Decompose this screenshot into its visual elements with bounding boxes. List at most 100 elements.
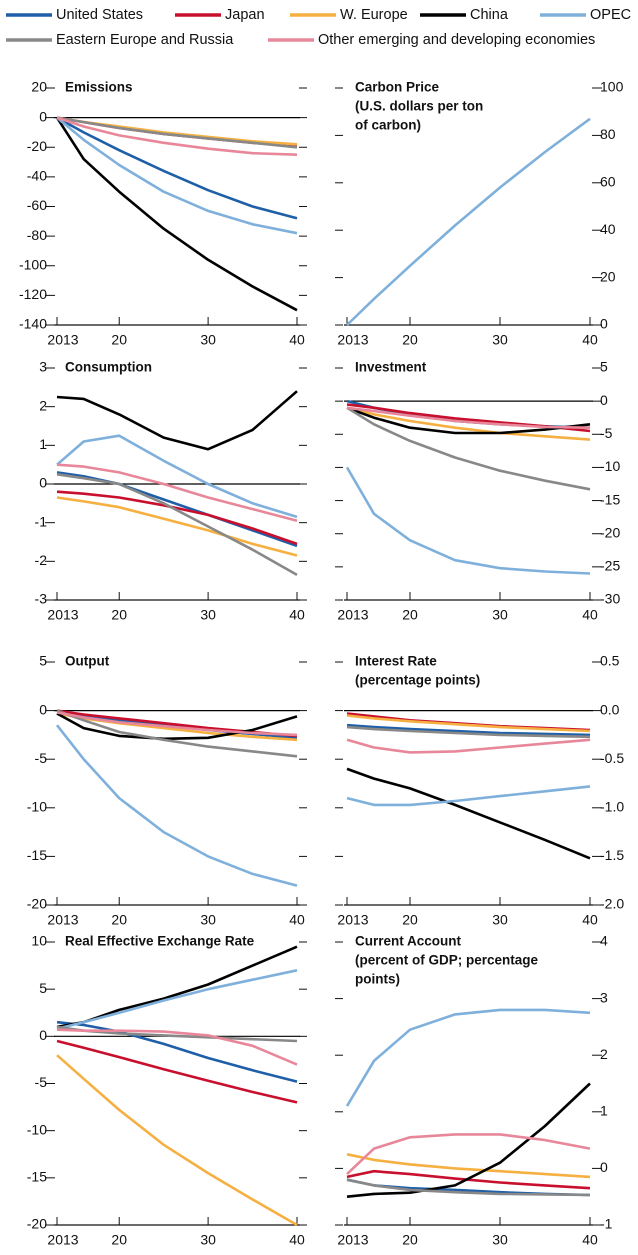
x-tick-label: 20 xyxy=(111,912,127,928)
y-tick-label: -60 xyxy=(27,197,47,213)
y-tick-label: 40 xyxy=(600,221,616,237)
x-tick-label: 40 xyxy=(582,912,598,928)
x-tick-label: 20 xyxy=(402,912,418,928)
panel-title: Carbon Price xyxy=(355,80,440,95)
y-tick-label: -15 xyxy=(27,1169,47,1185)
x-tick-label: 40 xyxy=(582,607,598,623)
x-tick-label: 40 xyxy=(582,332,598,348)
series-line xyxy=(56,116,298,149)
y-tick-label: -0.5 xyxy=(600,750,624,766)
y-tick-label: -1.5 xyxy=(600,847,624,863)
x-tick-label: 20 xyxy=(111,1232,127,1248)
y-tick-label: 20 xyxy=(31,79,47,95)
series-line xyxy=(55,724,298,887)
y-tick-label: -15 xyxy=(27,847,47,863)
y-tick-label: -10 xyxy=(27,1121,47,1137)
x-tick-label: 20 xyxy=(402,607,418,623)
y-tick-label: 20 xyxy=(600,268,616,284)
series-line xyxy=(346,406,591,435)
y-tick-label: 0 xyxy=(600,316,608,332)
y-tick-label: 0.5 xyxy=(600,653,620,669)
panel-title: Emissions xyxy=(65,80,133,95)
series-line xyxy=(346,1169,591,1190)
x-tick-label: 30 xyxy=(492,912,508,928)
panel-title: Real Effective Exchange Rate xyxy=(65,934,255,949)
series-line xyxy=(345,1008,591,1107)
series-line xyxy=(346,406,591,429)
series-line xyxy=(346,767,591,860)
series-line xyxy=(346,725,591,739)
series-line xyxy=(56,116,298,235)
x-tick-label: 2013 xyxy=(337,332,368,348)
series-line xyxy=(346,117,591,326)
series-line xyxy=(56,711,298,737)
series-line xyxy=(346,723,591,737)
y-tick-label: -10 xyxy=(600,458,620,474)
y-tick-label: 2 xyxy=(39,397,47,413)
series-line xyxy=(56,390,298,451)
y-tick-label: 100 xyxy=(600,79,624,95)
y-tick-label: 4 xyxy=(600,933,608,949)
series-line xyxy=(56,116,298,146)
series-line xyxy=(345,466,591,575)
series-line xyxy=(56,490,298,546)
x-tick-label: 20 xyxy=(111,607,127,623)
y-tick-label: 0 xyxy=(39,475,47,491)
series-line xyxy=(56,471,298,548)
y-tick-label: -120 xyxy=(19,286,47,302)
series-line xyxy=(346,785,591,807)
y-tick-label: -2 xyxy=(35,552,48,568)
series-line xyxy=(56,969,298,1031)
x-tick-label: 20 xyxy=(402,332,418,348)
y-tick-label: -3 xyxy=(35,591,48,607)
x-tick-label: 40 xyxy=(289,912,305,928)
series-line xyxy=(346,406,591,441)
y-tick-label: -5 xyxy=(35,1074,48,1090)
series-line xyxy=(346,1153,591,1179)
y-tick-label: -80 xyxy=(27,227,47,243)
x-tick-label: 40 xyxy=(289,1232,305,1248)
series-line xyxy=(56,463,298,522)
y-tick-label: -2.0 xyxy=(600,896,624,912)
panel-title: (U.S. dollars per ton xyxy=(355,99,483,114)
y-tick-label: 5 xyxy=(39,653,47,669)
y-tick-label: 1 xyxy=(39,436,47,452)
y-tick-label: -5 xyxy=(600,425,613,441)
legend-label: W. Europe xyxy=(340,7,408,23)
y-tick-label: 2 xyxy=(600,1046,608,1062)
panel-title: Interest Rate xyxy=(355,654,437,669)
series-line xyxy=(56,116,298,156)
series-line xyxy=(56,1028,298,1066)
y-tick-label: 0 xyxy=(39,701,47,717)
y-tick-label: 0 xyxy=(600,1159,608,1175)
y-tick-label: 0.0 xyxy=(600,701,620,717)
series-line xyxy=(56,116,298,220)
x-tick-label: 40 xyxy=(289,607,305,623)
y-tick-label: 5 xyxy=(600,359,608,375)
y-tick-label: -1 xyxy=(600,1216,613,1232)
panel-title: Current Account xyxy=(355,934,462,949)
y-tick-label: -1 xyxy=(35,513,48,529)
series-line xyxy=(56,1039,298,1104)
y-tick-label: -20 xyxy=(27,138,47,154)
panel-title: Investment xyxy=(355,360,427,375)
x-tick-label: 2013 xyxy=(337,912,368,928)
panel-title: points) xyxy=(355,972,400,987)
x-tick-label: 20 xyxy=(111,332,127,348)
x-tick-label: 30 xyxy=(492,1232,508,1248)
x-tick-label: 30 xyxy=(492,607,508,623)
panel-title: (percentage points) xyxy=(355,673,480,688)
y-tick-label: 5 xyxy=(39,980,47,996)
y-tick-label: -100 xyxy=(19,256,47,272)
y-tick-label: -40 xyxy=(27,168,47,184)
x-tick-label: 30 xyxy=(200,607,216,623)
series-line xyxy=(346,1133,591,1176)
y-tick-label: 0 xyxy=(39,108,47,124)
panel-title: (percent of GDP; percentage xyxy=(355,953,539,968)
series-line xyxy=(56,709,298,758)
series-line xyxy=(56,473,298,577)
legend-label: Other emerging and developing economies xyxy=(318,32,595,48)
series-line xyxy=(56,496,298,557)
y-tick-label: 0 xyxy=(600,392,608,408)
